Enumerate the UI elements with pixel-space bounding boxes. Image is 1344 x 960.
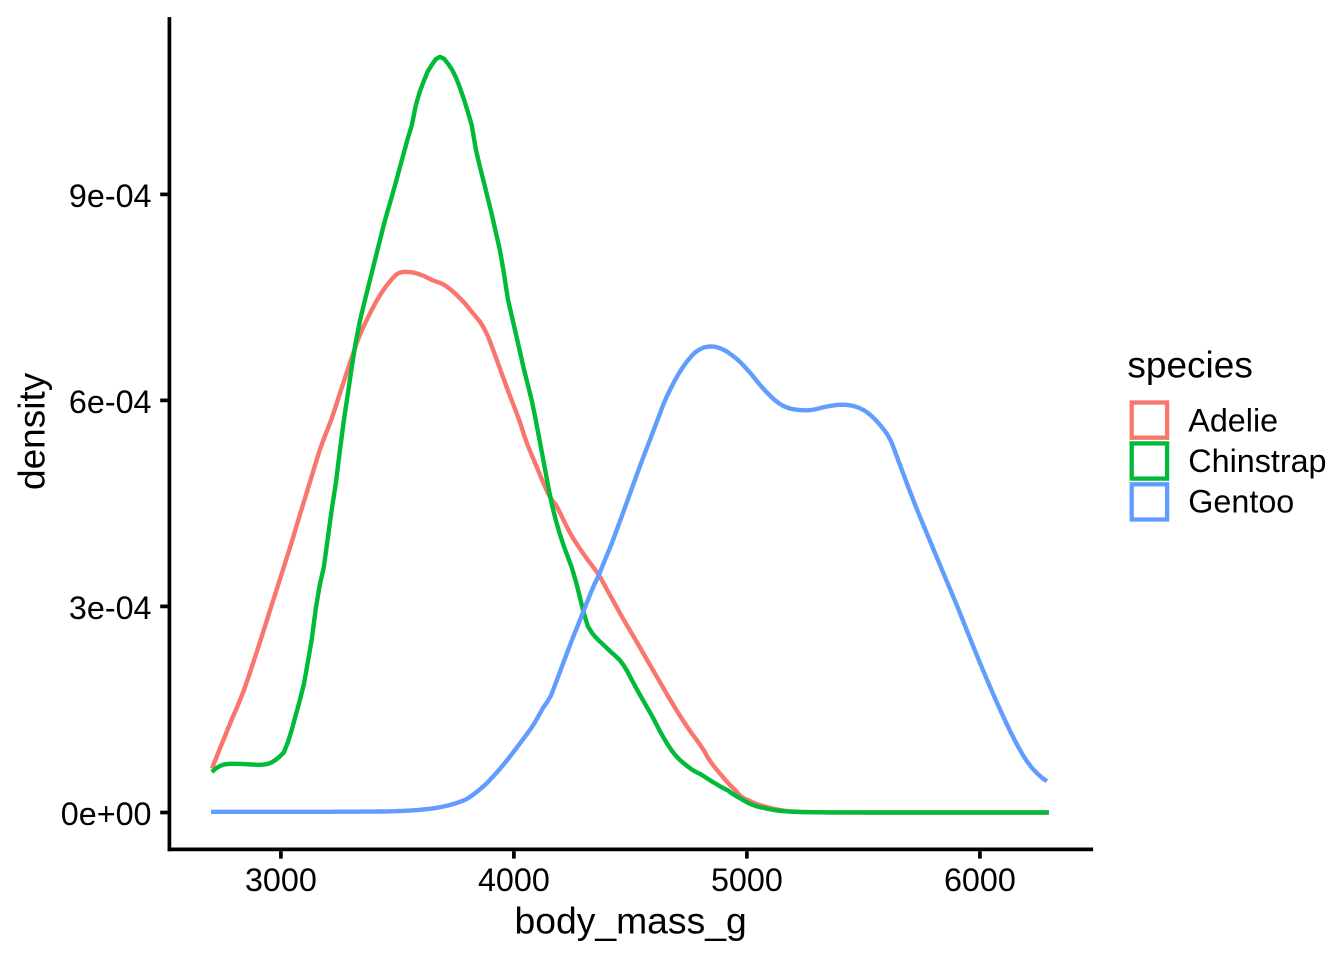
svg-text:3000: 3000 [245, 862, 317, 898]
svg-text:body_mass_g: body_mass_g [514, 900, 746, 942]
svg-text:5000: 5000 [711, 862, 783, 898]
svg-text:species: species [1127, 344, 1252, 385]
svg-text:0e+00: 0e+00 [61, 796, 152, 832]
svg-text:Chinstrap: Chinstrap [1188, 443, 1326, 479]
svg-text:6000: 6000 [944, 862, 1016, 898]
svg-text:Adelie: Adelie [1188, 403, 1278, 439]
svg-text:3e-04: 3e-04 [69, 590, 152, 626]
svg-text:density: density [11, 372, 52, 490]
svg-text:4000: 4000 [478, 862, 550, 898]
svg-text:9e-04: 9e-04 [69, 178, 152, 214]
svg-text:Gentoo: Gentoo [1188, 484, 1294, 520]
svg-text:6e-04: 6e-04 [69, 384, 152, 420]
